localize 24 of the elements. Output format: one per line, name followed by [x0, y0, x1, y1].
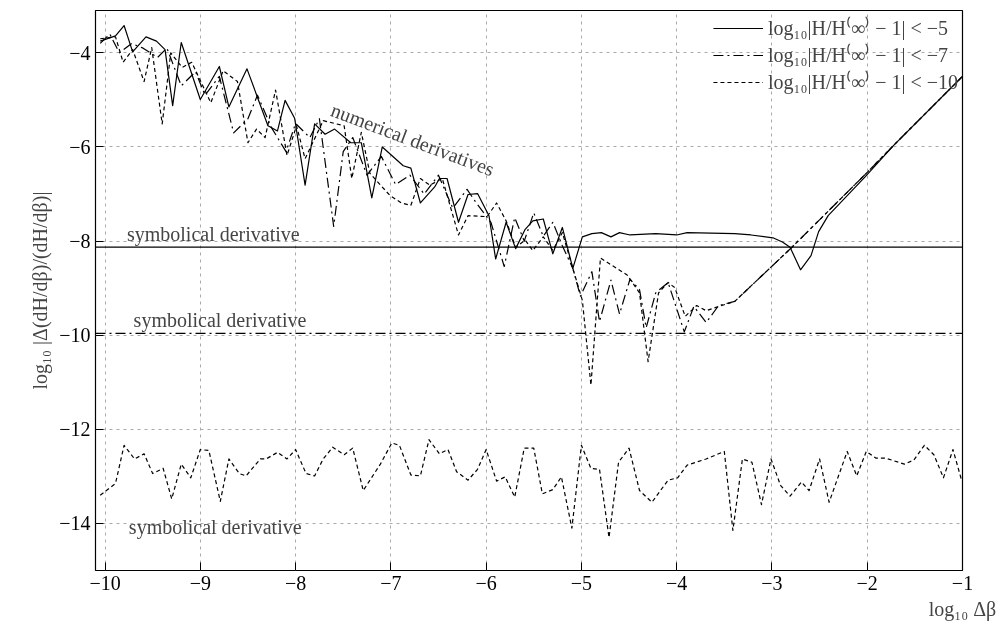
legend-label: log₁₀|H/H⁽∞⁾ − 1| < −7: [767, 42, 948, 68]
x-tick-label: −3: [761, 571, 783, 594]
x-tick-label: −6: [475, 571, 497, 594]
legend-label: log₁₀|H/H⁽∞⁾ − 1| < −5: [767, 15, 948, 41]
y-tick-label: −8: [69, 230, 91, 253]
annotation: symbolical derivative: [126, 223, 300, 247]
x-tick-label: −7: [380, 571, 402, 594]
x-tick-label: −10: [89, 571, 121, 594]
y-tick-label: −4: [69, 41, 91, 64]
x-axis-title: log₁₀ Δβ: [928, 597, 997, 621]
y-tick-label: −10: [59, 324, 91, 347]
x-tick-label: −4: [666, 571, 688, 594]
x-tick-label: −5: [570, 571, 593, 594]
annotation: symbolical derivative: [133, 309, 307, 333]
y-axis-title: log₁₀ |Δ(dH/dβ)/(dH/dβ)|: [29, 191, 53, 390]
y-tick-label: −14: [59, 512, 91, 535]
x-tick-label: −2: [856, 571, 878, 594]
y-tick-label: −12: [59, 418, 91, 441]
x-tick-label: −9: [189, 571, 211, 594]
x-tick-label: −1: [951, 571, 974, 594]
annotation: symbolical derivative: [128, 515, 302, 539]
x-tick-label: −8: [284, 571, 307, 594]
y-tick-label: −6: [69, 135, 91, 158]
legend-label: log₁₀|H/H⁽∞⁾ − 1| < −10: [767, 69, 958, 95]
